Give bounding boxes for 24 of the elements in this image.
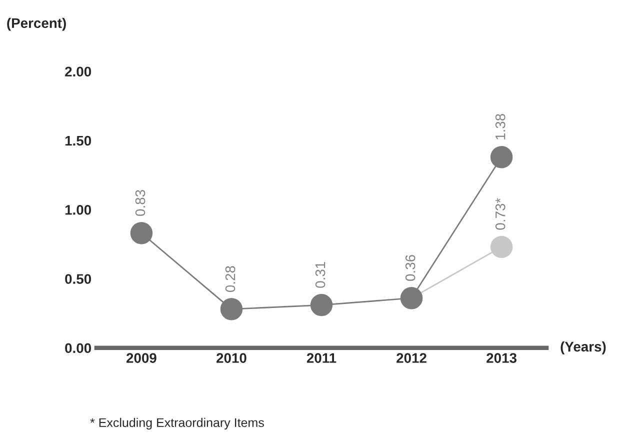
data-label: 0.31 — [315, 262, 326, 288]
x-tick-label: 2010 — [216, 353, 246, 363]
y-tick-label: 0.00 — [65, 343, 92, 354]
y-tick-label: 0.50 — [65, 274, 92, 284]
point — [490, 146, 513, 168]
y-tick-label: 1.00 — [65, 204, 92, 215]
x-tick-label: 2012 — [396, 353, 426, 363]
y-axis-title: (Percent) — [7, 18, 66, 31]
data-label: 0.28 — [225, 266, 236, 292]
point — [490, 236, 513, 258]
data-label: 1.38 — [495, 114, 506, 140]
point — [220, 298, 243, 320]
x-tick-label: 2013 — [486, 353, 516, 363]
x-axis-title: (Years) — [560, 341, 606, 354]
x-tick-label: 2009 — [126, 353, 156, 363]
data-label: 0.73* — [495, 198, 506, 230]
point — [130, 222, 153, 244]
data-label: 0.36 — [405, 255, 416, 281]
text: * Excluding Extraordinary Items — [90, 418, 264, 430]
x-tick-label: 2011 — [306, 353, 336, 363]
y-tick-label: 1.50 — [65, 136, 92, 146]
point — [310, 294, 333, 316]
y-tick-label: 2.00 — [65, 66, 92, 77]
data-label: 0.83 — [135, 190, 146, 216]
